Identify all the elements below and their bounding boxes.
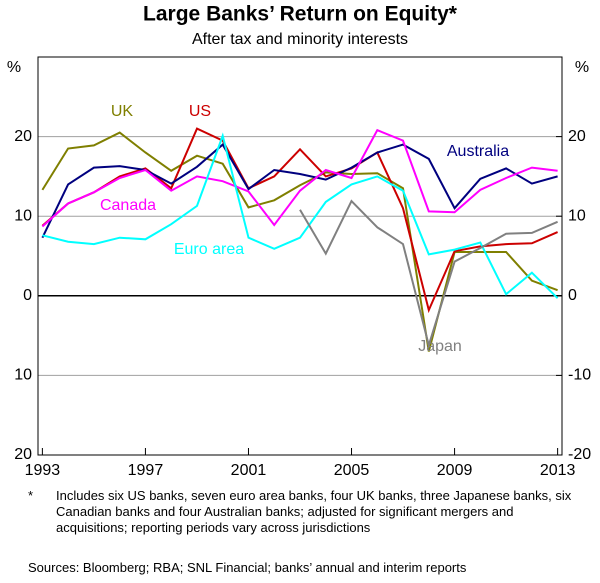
x-tick-label: 2005 xyxy=(334,462,370,479)
y-tick-label: 20 xyxy=(14,128,32,145)
x-tick-label: 1997 xyxy=(128,462,164,479)
y2-tick-label: 10 xyxy=(568,207,586,224)
y2-unit: % xyxy=(575,59,589,76)
footnote: Includes six US banks, seven euro area b… xyxy=(56,488,572,535)
footnote-marker: * xyxy=(28,488,34,503)
x-tick-label: 2009 xyxy=(437,462,473,479)
chart-subtitle: After tax and minority interests xyxy=(192,31,408,48)
series-line xyxy=(41,128,558,228)
series-label: Japan xyxy=(418,338,462,355)
sources: Sources: Bloomberg; RBA; SNL Financial; … xyxy=(28,560,467,575)
series-label: Canada xyxy=(100,197,156,214)
y-tick-label: 10 xyxy=(14,367,32,384)
series-label: UK xyxy=(111,103,134,120)
series-line xyxy=(41,127,558,314)
series-label: Euro area xyxy=(174,241,244,258)
series-line xyxy=(42,132,559,299)
x-tick-label: 2013 xyxy=(540,462,576,479)
y-tick-label: 10 xyxy=(14,207,32,224)
series-line xyxy=(299,199,558,349)
chart-title: Large Banks’ Return on Equity* xyxy=(143,3,458,26)
y2-tick-label: -20 xyxy=(568,446,591,463)
series-label: US xyxy=(189,103,211,120)
y-unit: % xyxy=(7,59,21,76)
chart: Large Banks’ Return on Equity* After tax… xyxy=(7,3,591,480)
y2-tick-label: 20 xyxy=(568,128,586,145)
series-line xyxy=(41,143,558,239)
x-tick-label: 1993 xyxy=(25,462,61,479)
y-tick-label: 0 xyxy=(23,287,32,304)
y-tick-label: 20 xyxy=(14,446,32,463)
y2-tick-label: 0 xyxy=(568,287,577,304)
series-label: Australia xyxy=(447,143,509,160)
plot-frame xyxy=(37,56,563,456)
x-tick-label: 2001 xyxy=(231,462,267,479)
y2-tick-label: -10 xyxy=(568,367,591,384)
